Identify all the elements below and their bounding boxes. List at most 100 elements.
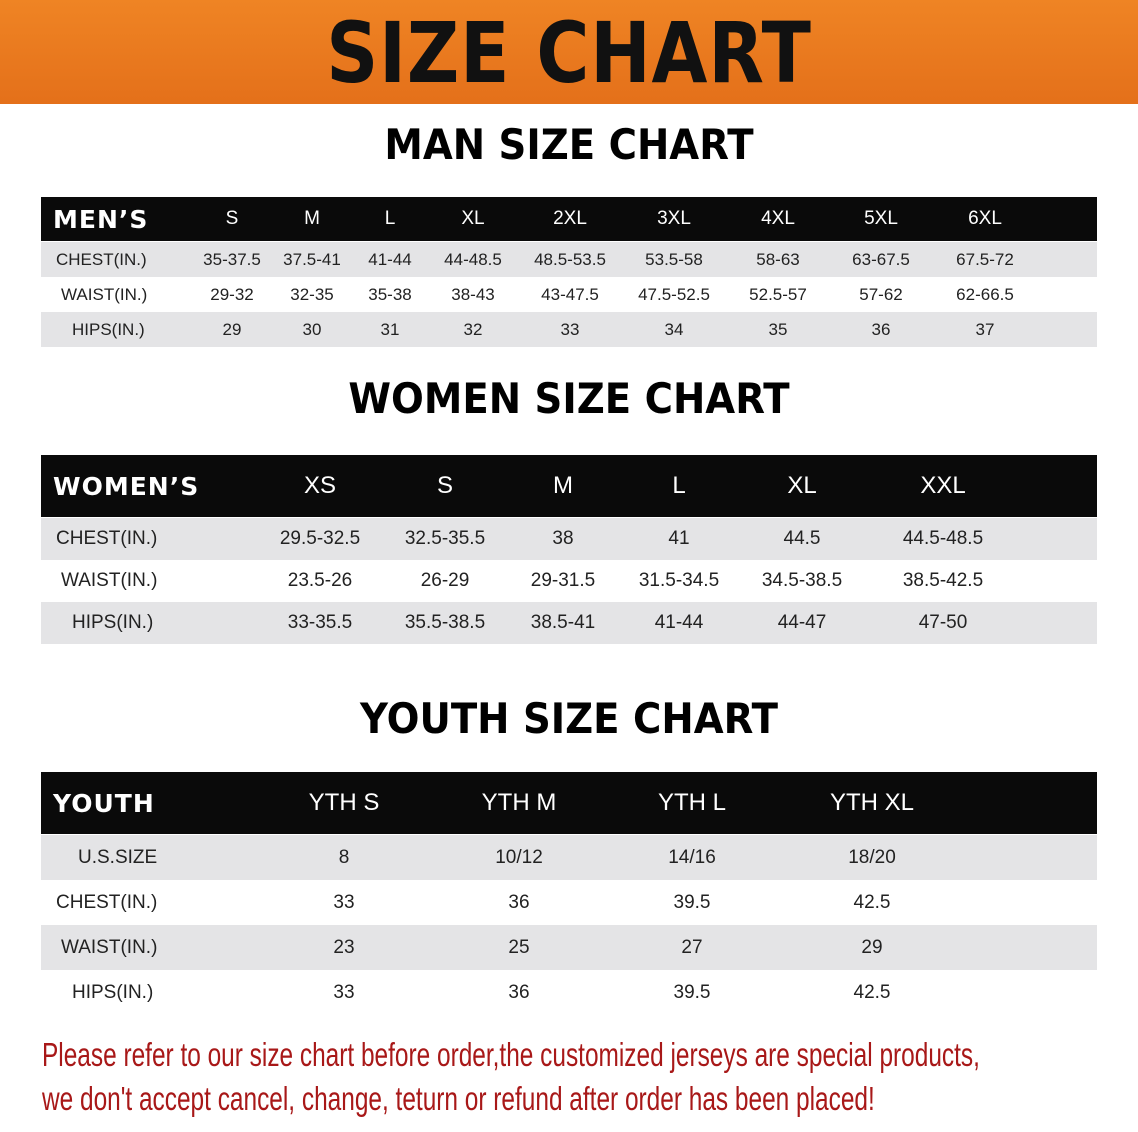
table-cell: 33 bbox=[333, 891, 355, 913]
banner: SIZE CHART bbox=[0, 0, 1138, 104]
row-label: HIPS(IN.) bbox=[72, 612, 154, 633]
table-cell: 33-35.5 bbox=[287, 612, 353, 633]
table-cell: 23 bbox=[333, 936, 355, 958]
size-header: YTH XL bbox=[829, 789, 915, 816]
table-cell: 25 bbox=[508, 936, 530, 958]
table-row: HIPS(IN.) 33-35.5 35.5-38.5 38.5-41 41-44 44-… bbox=[41, 602, 1097, 644]
table-cell: 33 bbox=[560, 319, 580, 339]
size-header: 3XL bbox=[657, 208, 691, 229]
row-label: WAIST(IN.) bbox=[61, 570, 158, 591]
table-cell: 29-31.5 bbox=[530, 570, 596, 591]
men-header-row: MEN’S S M L XL 2XL 3XL 4XL 5XL 6XL bbox=[41, 197, 1097, 241]
table-row: HIPS(IN.) 29 30 31 32 33 34 35 36 37 bbox=[41, 312, 1097, 347]
table-cell: 32-35 bbox=[290, 284, 334, 304]
table-cell: 35-37.5 bbox=[203, 249, 261, 269]
table-cell: 35-38 bbox=[368, 284, 412, 304]
row-label: HIPS(IN.) bbox=[72, 319, 145, 339]
table-cell: 42.5 bbox=[853, 982, 891, 1003]
table-cell: 30 bbox=[302, 319, 322, 339]
youth-header-row: YOUTH YTH S YTH M YTH L YTH XL bbox=[41, 772, 1097, 834]
table-cell: 34.5-38.5 bbox=[761, 570, 843, 591]
table-cell: 41 bbox=[668, 528, 690, 549]
table-cell: 37 bbox=[975, 319, 995, 339]
table-row: U.S.SIZE 8 10/12 14/16 18/20 bbox=[41, 835, 1097, 880]
size-header: XL bbox=[461, 208, 485, 229]
table-cell: 42.5 bbox=[853, 891, 891, 913]
row-label: HIPS(IN.) bbox=[72, 982, 154, 1003]
table-cell: 63-67.5 bbox=[852, 249, 910, 269]
table-cell: 47.5-52.5 bbox=[638, 284, 710, 304]
size-header: 2XL bbox=[553, 208, 587, 229]
size-header: XS bbox=[303, 472, 337, 499]
youth-header-label: YOUTH bbox=[53, 788, 155, 818]
table-cell: 36 bbox=[508, 982, 530, 1003]
size-header: XL bbox=[787, 472, 817, 499]
table-cell: 38-43 bbox=[451, 284, 495, 304]
row-label: CHEST(IN.) bbox=[56, 528, 158, 549]
women-header-label: WOMEN’S bbox=[53, 471, 200, 501]
table-cell: 67.5-72 bbox=[956, 249, 1014, 269]
size-header: 5XL bbox=[864, 208, 898, 229]
table-cell: 26-29 bbox=[420, 570, 470, 591]
table-cell: 29-32 bbox=[210, 284, 254, 304]
table-cell: 39.5 bbox=[673, 891, 711, 913]
size-header: YTH L bbox=[657, 789, 727, 816]
table-cell: 36 bbox=[871, 319, 891, 339]
table-cell: 44.5 bbox=[783, 528, 821, 549]
table-cell: 35.5-38.5 bbox=[404, 612, 486, 633]
size-header: 6XL bbox=[968, 208, 1002, 229]
size-header: S bbox=[225, 208, 239, 229]
table-cell: 62-66.5 bbox=[956, 284, 1014, 304]
table-cell: 53.5-58 bbox=[645, 249, 703, 269]
table-cell: 8 bbox=[338, 846, 350, 868]
size-header: YTH S bbox=[308, 789, 380, 816]
banner-title: SIZE CHART bbox=[326, 4, 812, 102]
table-cell: 29 bbox=[861, 936, 883, 958]
size-header: L bbox=[384, 208, 396, 229]
table-cell: 58-63 bbox=[756, 249, 800, 269]
table-cell: 35 bbox=[768, 319, 788, 339]
table-cell: 57-62 bbox=[859, 284, 903, 304]
women-section-title: WOMEN SIZE CHART bbox=[348, 374, 790, 423]
table-cell: 41-44 bbox=[654, 612, 704, 633]
table-row: WAIST(IN.) 23.5-26 26-29 29-31.5 31.5-34.5 34… bbox=[41, 560, 1097, 602]
table-cell: 29.5-32.5 bbox=[279, 528, 361, 549]
size-header: M bbox=[553, 472, 573, 499]
row-label: WAIST(IN.) bbox=[61, 936, 158, 958]
table-row: CHEST(IN.) 33 36 39.5 42.5 bbox=[41, 880, 1097, 925]
table-cell: 32.5-35.5 bbox=[404, 528, 486, 549]
table-cell: 44.5-48.5 bbox=[902, 528, 984, 549]
table-cell: 48.5-53.5 bbox=[534, 249, 606, 269]
table-cell: 31 bbox=[380, 319, 400, 339]
table-cell: 31.5-34.5 bbox=[638, 570, 720, 591]
table-cell: 47-50 bbox=[918, 612, 968, 633]
table-cell: 43-47.5 bbox=[541, 284, 599, 304]
notice-line-2: we don't accept cancel, change, teturn o… bbox=[42, 1080, 875, 1117]
size-header: 4XL bbox=[761, 208, 795, 229]
row-label: U.S.SIZE bbox=[78, 846, 158, 868]
table-cell: 44-47 bbox=[777, 612, 827, 633]
table-cell: 18/20 bbox=[848, 846, 896, 868]
table-cell: 29 bbox=[222, 319, 242, 339]
table-cell: 52.5-57 bbox=[749, 284, 807, 304]
table-cell: 23.5-26 bbox=[287, 570, 353, 591]
women-header-row: WOMEN’S XS S M L XL XXL bbox=[41, 455, 1097, 517]
table-cell: 39.5 bbox=[673, 982, 711, 1003]
table-row: HIPS(IN.) 33 36 39.5 42.5 bbox=[41, 970, 1097, 1016]
size-header: XXL bbox=[920, 472, 966, 499]
size-header: M bbox=[304, 208, 320, 229]
size-header: S bbox=[436, 472, 454, 499]
size-header: YTH M bbox=[481, 789, 557, 816]
notice-line-1: Please refer to our size chart before or… bbox=[42, 1036, 980, 1073]
row-label: CHEST(IN.) bbox=[56, 891, 158, 913]
table-cell: 27 bbox=[681, 936, 703, 958]
table-cell: 41-44 bbox=[368, 249, 412, 269]
men-section-title: MAN SIZE CHART bbox=[384, 120, 754, 169]
men-header-label: MEN’S bbox=[53, 204, 149, 234]
size-header: L bbox=[672, 472, 686, 499]
table-cell: 38.5-42.5 bbox=[902, 570, 984, 591]
table-cell: 33 bbox=[333, 982, 355, 1003]
row-label: WAIST(IN.) bbox=[61, 284, 148, 304]
table-row: WAIST(IN.) 23 25 27 29 bbox=[41, 925, 1097, 970]
table-cell: 14/16 bbox=[668, 846, 716, 868]
